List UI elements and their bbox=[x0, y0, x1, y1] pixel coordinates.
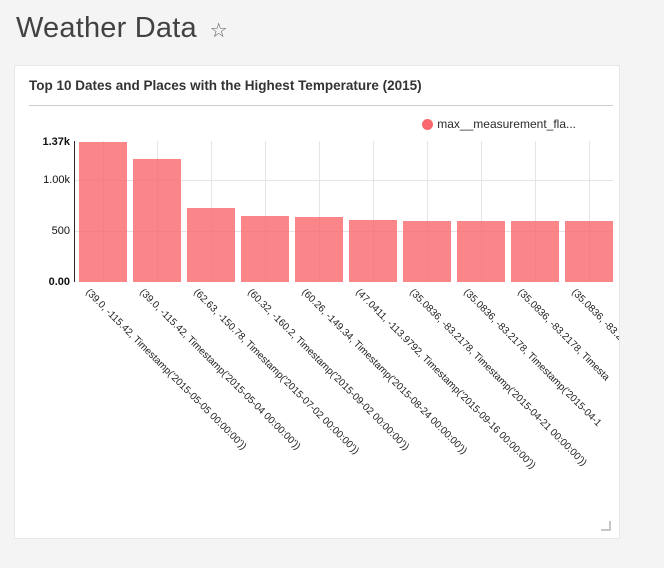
legend-dot-icon bbox=[422, 118, 434, 130]
bar[interactable] bbox=[403, 221, 451, 282]
gridline-horizontal bbox=[74, 230, 613, 232]
gridline-vertical bbox=[535, 141, 536, 282]
legend-label: max__measurement_fla... bbox=[437, 117, 576, 131]
chart-title: Top 10 Dates and Places with the Highest… bbox=[29, 78, 422, 93]
bar-chart-plot: 0.00 500 1.00k 1.37k (39.0, -115.42, Timesta… bbox=[15, 66, 620, 538]
x-axis-label: (47.0411, -113.9792, Timestamp('2015-09-… bbox=[353, 287, 538, 472]
gridline-vertical bbox=[319, 141, 320, 282]
bar[interactable] bbox=[565, 221, 613, 282]
gridline-horizontal bbox=[74, 179, 613, 181]
y-axis-label: 1.00k bbox=[43, 173, 70, 186]
page-title: Weather Data bbox=[16, 12, 197, 44]
y-axis-label: 0.00 bbox=[48, 276, 70, 288]
title-divider bbox=[29, 105, 613, 106]
favorite-star-icon[interactable]: ☆ bbox=[209, 19, 228, 42]
bar[interactable] bbox=[187, 208, 235, 282]
bar[interactable] bbox=[79, 142, 127, 282]
y-axis-line bbox=[74, 141, 75, 282]
legend-item[interactable]: max__measurement_fla... bbox=[422, 117, 576, 131]
bar[interactable] bbox=[133, 159, 181, 282]
chart-card: Top 10 Dates and Places with the Highest… bbox=[14, 65, 620, 539]
x-axis-label: (35.0836, -83.2178, Timesta bbox=[515, 287, 612, 384]
bar[interactable] bbox=[457, 221, 505, 282]
gridline-vertical bbox=[427, 141, 428, 282]
page-header: Weather Data ☆ bbox=[16, 8, 228, 48]
x-axis-label: (35.0836, -83.2178, Timestamp('2015-04-2… bbox=[407, 287, 589, 469]
resize-handle-icon[interactable] bbox=[601, 521, 611, 531]
gridline-vertical bbox=[373, 141, 374, 282]
y-axis-label: 500 bbox=[51, 224, 70, 237]
bar[interactable] bbox=[241, 216, 289, 282]
gridline-vertical bbox=[265, 141, 266, 282]
gridline-vertical bbox=[481, 141, 482, 282]
bar[interactable] bbox=[511, 221, 559, 282]
bar[interactable] bbox=[349, 220, 397, 282]
x-axis-label: (35.0836, -83.2 bbox=[569, 287, 620, 343]
y-axis-label: 1.37k bbox=[42, 136, 70, 148]
bar[interactable] bbox=[295, 217, 343, 282]
gridline-vertical bbox=[589, 141, 590, 282]
